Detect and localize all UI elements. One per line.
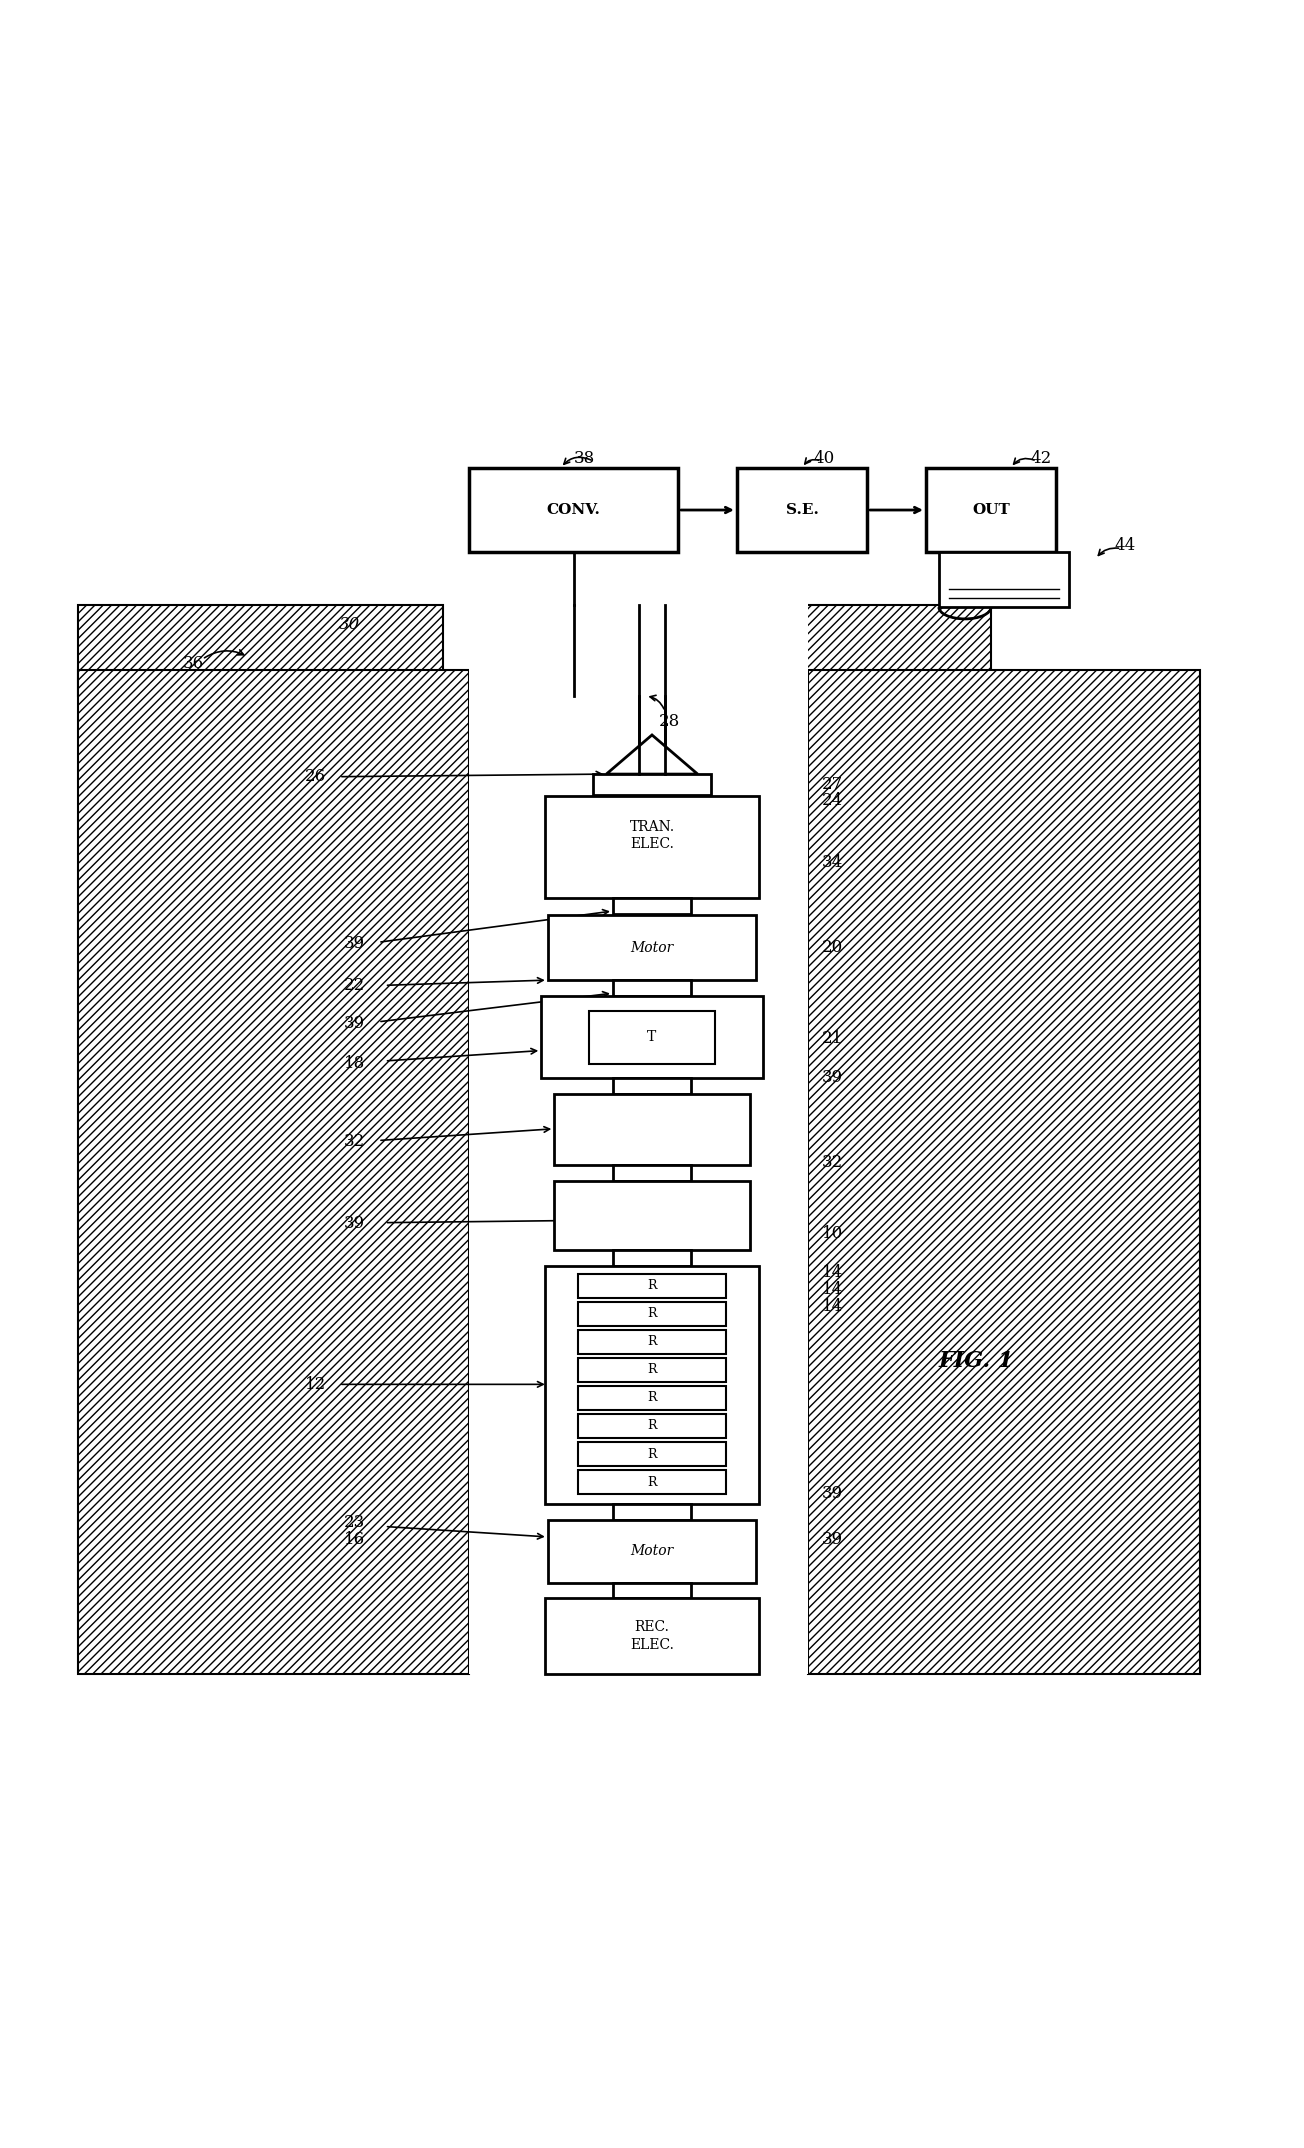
Text: Motor: Motor — [630, 1544, 674, 1557]
Text: TRAN.
ELEC.: TRAN. ELEC. — [630, 821, 674, 851]
Bar — [737, 468, 867, 552]
Text: 39: 39 — [344, 1014, 365, 1031]
Bar — [939, 552, 1069, 608]
Bar — [545, 797, 759, 898]
Bar — [578, 1274, 726, 1297]
Text: 21: 21 — [822, 1031, 842, 1048]
Text: 34: 34 — [822, 855, 842, 872]
Text: 10: 10 — [822, 1224, 842, 1242]
Text: CONV.: CONV. — [546, 503, 601, 518]
Text: 42: 42 — [1030, 451, 1051, 466]
Text: 22: 22 — [344, 977, 365, 995]
Text: 40: 40 — [814, 451, 835, 466]
Text: R: R — [647, 1392, 657, 1405]
Text: 39: 39 — [822, 1486, 842, 1501]
Bar — [613, 979, 691, 997]
Text: 26: 26 — [305, 769, 326, 786]
Text: 36: 36 — [183, 655, 203, 672]
Text: 39: 39 — [822, 1532, 842, 1549]
Text: 44: 44 — [1115, 537, 1136, 554]
Text: 14: 14 — [822, 1297, 842, 1315]
Text: 39: 39 — [344, 1216, 365, 1233]
Bar — [578, 1413, 726, 1437]
Bar — [554, 1181, 750, 1250]
Text: REC.
ELEC.: REC. ELEC. — [630, 1620, 674, 1652]
Bar — [593, 773, 711, 795]
Text: 14: 14 — [822, 1280, 842, 1297]
Text: Motor: Motor — [630, 941, 674, 954]
Text: 30: 30 — [339, 616, 360, 634]
Text: R: R — [647, 1364, 657, 1377]
Text: 32: 32 — [344, 1134, 365, 1151]
Text: R: R — [647, 1308, 657, 1321]
Bar — [578, 1358, 726, 1381]
Bar — [578, 1469, 726, 1495]
Text: 20: 20 — [822, 939, 842, 956]
Bar — [545, 1265, 759, 1504]
Bar — [589, 1012, 715, 1063]
Text: 12: 12 — [305, 1377, 326, 1392]
Bar — [578, 1441, 726, 1467]
Bar — [545, 1598, 759, 1673]
Text: 32: 32 — [822, 1153, 842, 1171]
Bar — [578, 1385, 726, 1409]
Text: OUT: OUT — [973, 503, 1009, 518]
Text: T: T — [647, 1031, 657, 1044]
Bar — [78, 604, 443, 696]
Text: 39: 39 — [822, 1070, 842, 1087]
Text: R: R — [647, 1336, 657, 1349]
Polygon shape — [606, 735, 698, 773]
Bar — [541, 997, 763, 1078]
Text: R: R — [647, 1448, 657, 1461]
Text: 16: 16 — [344, 1532, 365, 1549]
Bar — [613, 1504, 691, 1521]
Bar — [548, 1521, 756, 1583]
Bar — [574, 604, 991, 696]
Bar — [578, 1302, 726, 1325]
Text: 28: 28 — [659, 713, 679, 730]
Bar — [554, 1093, 750, 1164]
Text: R: R — [647, 1420, 657, 1433]
Bar — [613, 1078, 691, 1093]
Text: R: R — [647, 1278, 657, 1293]
Bar — [613, 1583, 691, 1598]
Text: 18: 18 — [344, 1055, 365, 1072]
Text: S.E.: S.E. — [785, 503, 819, 518]
Text: 24: 24 — [822, 793, 842, 808]
Bar — [548, 915, 756, 979]
Bar — [613, 1250, 691, 1265]
Text: 14: 14 — [822, 1263, 842, 1280]
Bar — [808, 670, 1200, 1673]
Text: 39: 39 — [344, 934, 365, 952]
Text: R: R — [647, 1476, 657, 1489]
Bar — [613, 898, 691, 913]
Bar — [78, 670, 469, 1673]
Text: 23: 23 — [344, 1514, 365, 1532]
Text: 27: 27 — [822, 775, 842, 793]
Bar — [578, 1330, 726, 1353]
Bar — [469, 468, 678, 552]
Text: 38: 38 — [574, 451, 595, 466]
Text: FIG. 1: FIG. 1 — [939, 1349, 1015, 1373]
Bar — [469, 591, 808, 1673]
Bar — [613, 1164, 691, 1181]
Bar — [926, 468, 1056, 552]
